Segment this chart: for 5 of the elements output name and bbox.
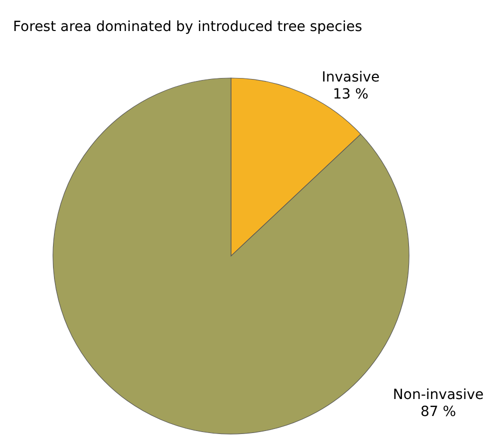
data-label: 87 %: [420, 404, 456, 420]
chart-title: Forest area dominated by introduced tree species: [13, 19, 362, 35]
slice-label: Invasive: [322, 70, 380, 86]
slice-label: Non-invasive: [392, 386, 484, 403]
data-label: 13 %: [332, 86, 368, 103]
